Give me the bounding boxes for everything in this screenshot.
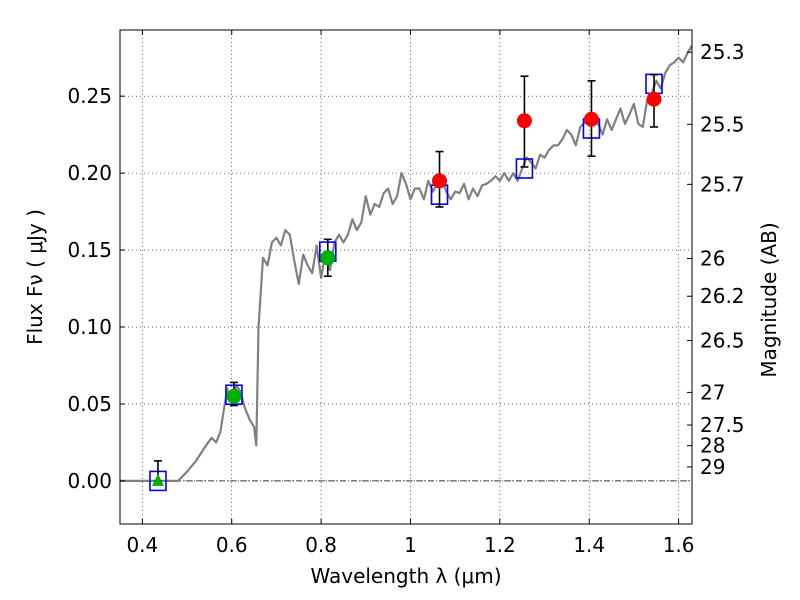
- data-point: [516, 113, 532, 129]
- y2-tick-label: 27: [700, 380, 725, 404]
- x-tick-label: 1.4: [573, 533, 605, 557]
- data-point-upper-limit: [151, 473, 164, 486]
- plot-area: [120, 44, 693, 492]
- y-tick-label: 0.20: [67, 161, 112, 185]
- model-spectrum-line: [120, 44, 693, 482]
- data-point: [320, 250, 336, 266]
- y2-tick-label: 26.2: [700, 284, 745, 308]
- y-tick-label: 0.15: [67, 238, 112, 262]
- y2-tick-label: 25.5: [700, 112, 745, 136]
- y2-tick-label: 28: [700, 434, 725, 458]
- y2-tick-label: 26: [700, 247, 725, 271]
- data-point: [432, 173, 448, 189]
- x-tick-label: 0.6: [216, 533, 248, 557]
- x-axis-label: Wavelength λ (μm): [310, 564, 501, 588]
- x-tick-label: 1: [404, 533, 417, 557]
- data-point: [583, 111, 599, 127]
- x-tick-label: 1.2: [484, 533, 516, 557]
- y-axis-label: Flux Fν ( μJy ): [23, 209, 47, 345]
- x-tick-label: 0.8: [305, 533, 337, 557]
- axis-ticks: 0.4 0.6 0.8 1 1.2 1.4 1.6 0.00 0.05 0.10 0.15 0.20 0…: [67, 30, 745, 557]
- y2-tick-label: 27.5: [700, 413, 745, 437]
- y2-tick-label: 29: [700, 455, 725, 479]
- y2-tick-label: 25.3: [700, 40, 745, 64]
- grid: [120, 30, 692, 524]
- y-tick-label: 0.05: [67, 392, 112, 416]
- y2-tick-label: 26.5: [700, 329, 745, 353]
- y2-tick-label: 25.7: [700, 172, 745, 196]
- y-tick-label: 0.00: [67, 469, 112, 493]
- y-tick-label: 0.10: [67, 315, 112, 339]
- data-point: [646, 91, 662, 107]
- y-tick-label: 0.25: [67, 84, 112, 108]
- x-tick-label: 1.6: [663, 533, 695, 557]
- y2-axis-label: Magnitude (AB): [757, 222, 781, 377]
- x-tick-label: 0.4: [126, 533, 158, 557]
- data-point: [226, 388, 242, 404]
- axes-frame: [119, 29, 693, 525]
